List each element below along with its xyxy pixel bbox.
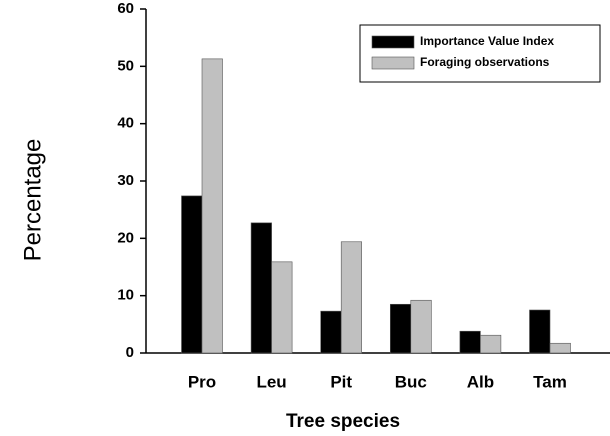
- bar: [480, 334, 502, 354]
- bar: [529, 309, 551, 354]
- bar: [410, 299, 432, 354]
- legend-label: Foraging observations: [420, 55, 550, 69]
- x-tick-label: Pit: [330, 372, 352, 391]
- y-tick-label: 60: [117, 0, 134, 17]
- legend-box: [359, 24, 601, 83]
- x-tick-label: Buc: [395, 372, 427, 391]
- y-tick-label: 20: [117, 229, 134, 246]
- x-tick-label: Pro: [188, 372, 216, 391]
- bar: [201, 58, 223, 354]
- y-tick-label: 0: [126, 344, 134, 361]
- bar: [389, 303, 412, 354]
- bar: [320, 310, 342, 354]
- x-tick-label: Leu: [256, 372, 286, 391]
- y-tick-label: 30: [117, 172, 134, 189]
- bar: [271, 261, 293, 354]
- x-axis-title: Tree species: [286, 411, 400, 432]
- legend-swatch: [371, 56, 415, 70]
- y-tick-label: 10: [117, 287, 134, 304]
- legend-swatch: [371, 35, 415, 49]
- bar: [250, 222, 272, 354]
- y-tick-label: 50: [117, 57, 134, 74]
- bar: [181, 195, 203, 354]
- bar: [549, 342, 571, 354]
- x-tick-label: Tam: [533, 372, 567, 391]
- x-tick-label: Alb: [467, 372, 494, 391]
- y-axis-title: Percentage: [19, 139, 46, 262]
- y-tick-label: 40: [117, 115, 134, 132]
- bar: [459, 330, 481, 354]
- bar: [340, 241, 363, 354]
- legend-label: Importance Value Index: [420, 34, 554, 48]
